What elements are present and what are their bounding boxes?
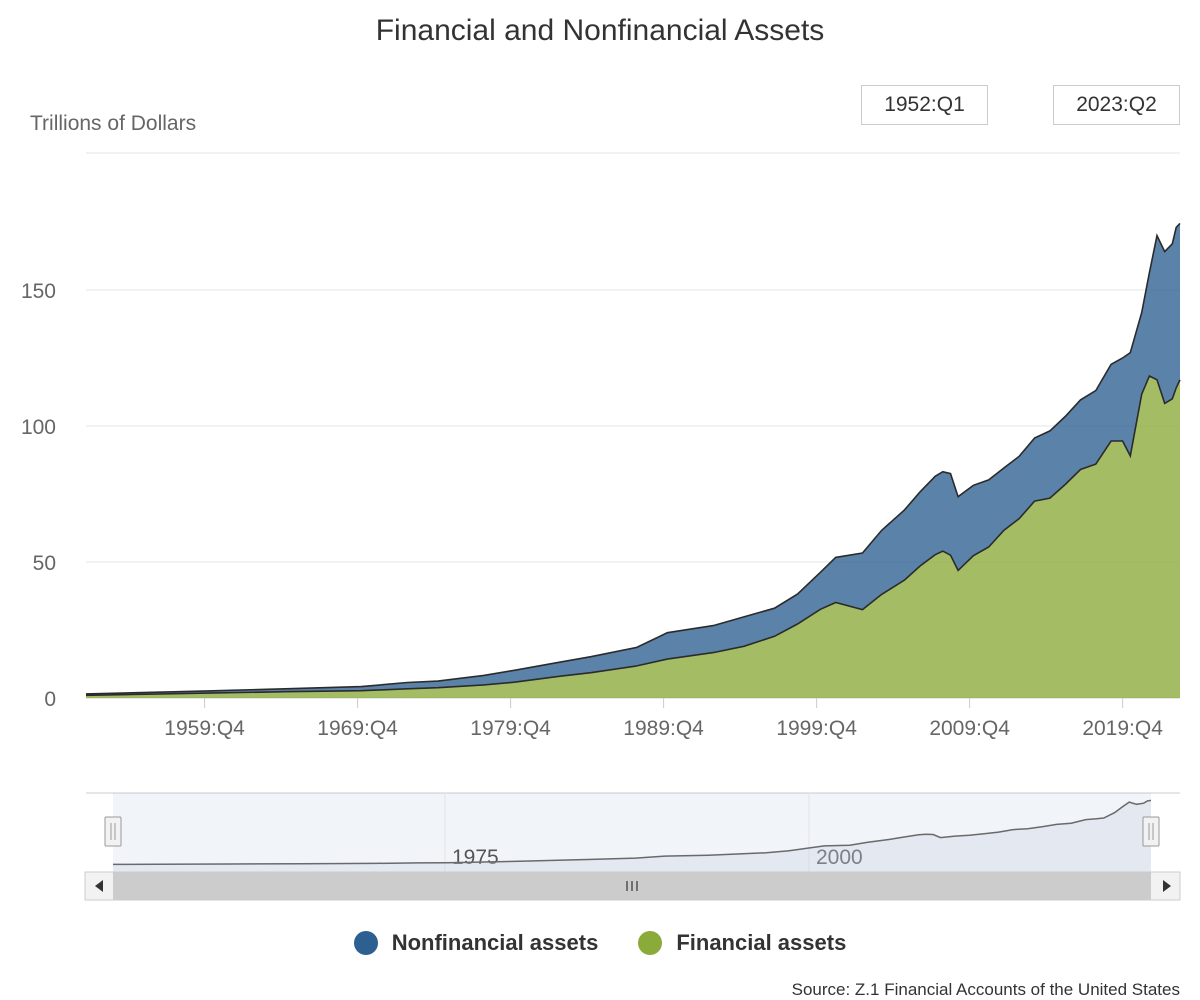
legend: Nonfinancial assets Financial assets: [0, 930, 1200, 956]
y-tick-label: 0: [44, 688, 56, 711]
range-start-input[interactable]: 1952:Q1: [861, 85, 988, 125]
axis-layer: 0 50 100 150 1959:Q4 1969:Q4 1979:Q4 1989:Q4 199…: [21, 280, 1163, 740]
y-tick-label: 50: [33, 552, 56, 575]
scroll-left-arrow-icon: [95, 880, 103, 892]
legend-item-nonfinancial[interactable]: Nonfinancial assets: [353, 930, 599, 956]
navigator-series-area: [113, 800, 1151, 872]
navigator-label: 1975: [452, 846, 499, 869]
legend-label-financial: Financial assets: [676, 930, 847, 955]
x-tick-label: 1989:Q4: [623, 717, 704, 740]
y-tick-label: 100: [21, 416, 56, 439]
area-layer: [85, 222, 1181, 698]
source-note: Source: Z.1 Financial Accounts of the Un…: [791, 980, 1180, 999]
x-tick-label: 1999:Q4: [776, 717, 857, 740]
x-tick-label: 2009:Q4: [929, 717, 1010, 740]
legend-item-financial[interactable]: Financial assets: [638, 930, 846, 956]
legend-label-nonfinancial: Nonfinancial assets: [391, 930, 599, 955]
chart-title: Financial and Nonfinancial Assets: [375, 14, 825, 47]
navigator: 1975 2000: [84, 792, 1181, 901]
legend-marker-nonfinancial: [353, 931, 378, 955]
y-axis-title: Trillions of Dollars: [30, 112, 197, 135]
navigator-scrollbar[interactable]: [84, 871, 1181, 901]
series-area-financial: [86, 376, 1180, 698]
legend-marker-financial: [638, 931, 663, 955]
x-tick-label: 1959:Q4: [164, 717, 245, 740]
range-end-input[interactable]: 2023:Q2: [1053, 85, 1180, 125]
navigator-handle-left[interactable]: [104, 816, 122, 847]
x-tick-label: 2019:Q4: [1082, 717, 1163, 740]
navigator-handle-right[interactable]: [1142, 816, 1160, 847]
x-tick-label: 1969:Q4: [317, 717, 398, 740]
series-line-nonfinancial: [85, 222, 1181, 695]
x-tick-label: 1979:Q4: [470, 717, 551, 740]
navigator-label: 2000: [816, 846, 863, 869]
navigator-series-line: [112, 799, 1152, 866]
scroll-right-arrow-icon: [1163, 880, 1171, 892]
series-line-financial: [85, 374, 1181, 697]
y-tick-label: 150: [21, 280, 56, 303]
chart-plot: 0 50 100 150 1959:Q4 1969:Q4 1979:Q4 1989:Q4 199…: [21, 152, 1181, 901]
